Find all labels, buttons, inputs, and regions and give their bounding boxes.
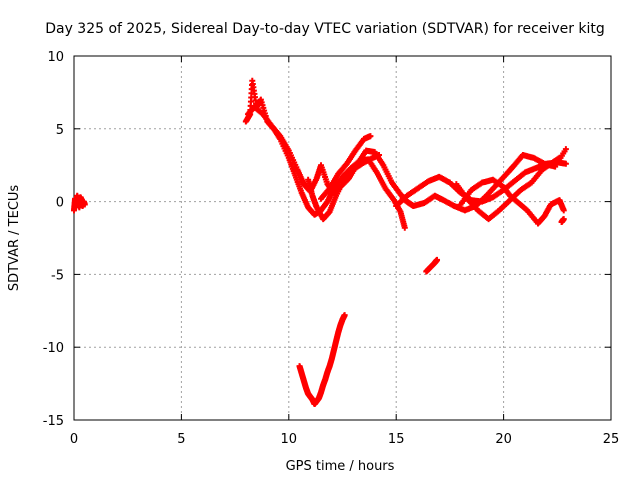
data-point bbox=[562, 146, 569, 153]
series-arc-9 bbox=[457, 176, 567, 227]
series-arc-5 bbox=[318, 133, 374, 202]
series-arc-11 bbox=[558, 216, 567, 225]
y-tick-label: -10 bbox=[43, 341, 64, 356]
data-point bbox=[376, 152, 383, 159]
series-arc-8 bbox=[453, 154, 563, 223]
data-point bbox=[562, 160, 569, 167]
chart-title: Day 325 of 2025, Sidereal Day-to-day VTE… bbox=[45, 21, 605, 37]
x-axis-label: GPS time / hours bbox=[286, 459, 395, 474]
y-tick-label: 0 bbox=[56, 196, 64, 211]
y-tick-label: -15 bbox=[43, 414, 64, 429]
data-point bbox=[556, 154, 563, 161]
series-arc-1 bbox=[71, 192, 88, 214]
x-tick-label: 15 bbox=[388, 432, 405, 447]
x-tick-label: 0 bbox=[70, 432, 78, 447]
series-arc-10 bbox=[423, 256, 441, 275]
series-arc-2 bbox=[242, 77, 408, 231]
data-point bbox=[341, 312, 348, 319]
data-point bbox=[434, 256, 441, 263]
x-tick-label: 5 bbox=[177, 432, 185, 447]
y-tick-label: -5 bbox=[51, 268, 64, 283]
x-tick-label: 10 bbox=[281, 432, 298, 447]
series-arc-7 bbox=[399, 146, 569, 214]
y-tick-label: 5 bbox=[56, 123, 64, 138]
data-point bbox=[81, 201, 88, 208]
grid bbox=[74, 56, 611, 420]
data-point bbox=[560, 216, 567, 223]
x-tick-label: 25 bbox=[603, 432, 620, 447]
data-point bbox=[401, 224, 408, 231]
data-point bbox=[560, 207, 567, 214]
y-tick-label: 10 bbox=[47, 50, 64, 65]
x-tick-label: 20 bbox=[495, 432, 512, 447]
y-axis-label: SDTVAR / TECUs bbox=[7, 185, 22, 292]
axis-ticks: 0 5 10 15 20 25 -15 -10 -5 0 5 10 bbox=[43, 50, 620, 447]
series-arc-4 bbox=[305, 152, 383, 223]
data-marks bbox=[71, 77, 569, 407]
data-point bbox=[367, 133, 374, 140]
series-arc-12 bbox=[296, 312, 348, 407]
plot-frame bbox=[73, 55, 612, 421]
